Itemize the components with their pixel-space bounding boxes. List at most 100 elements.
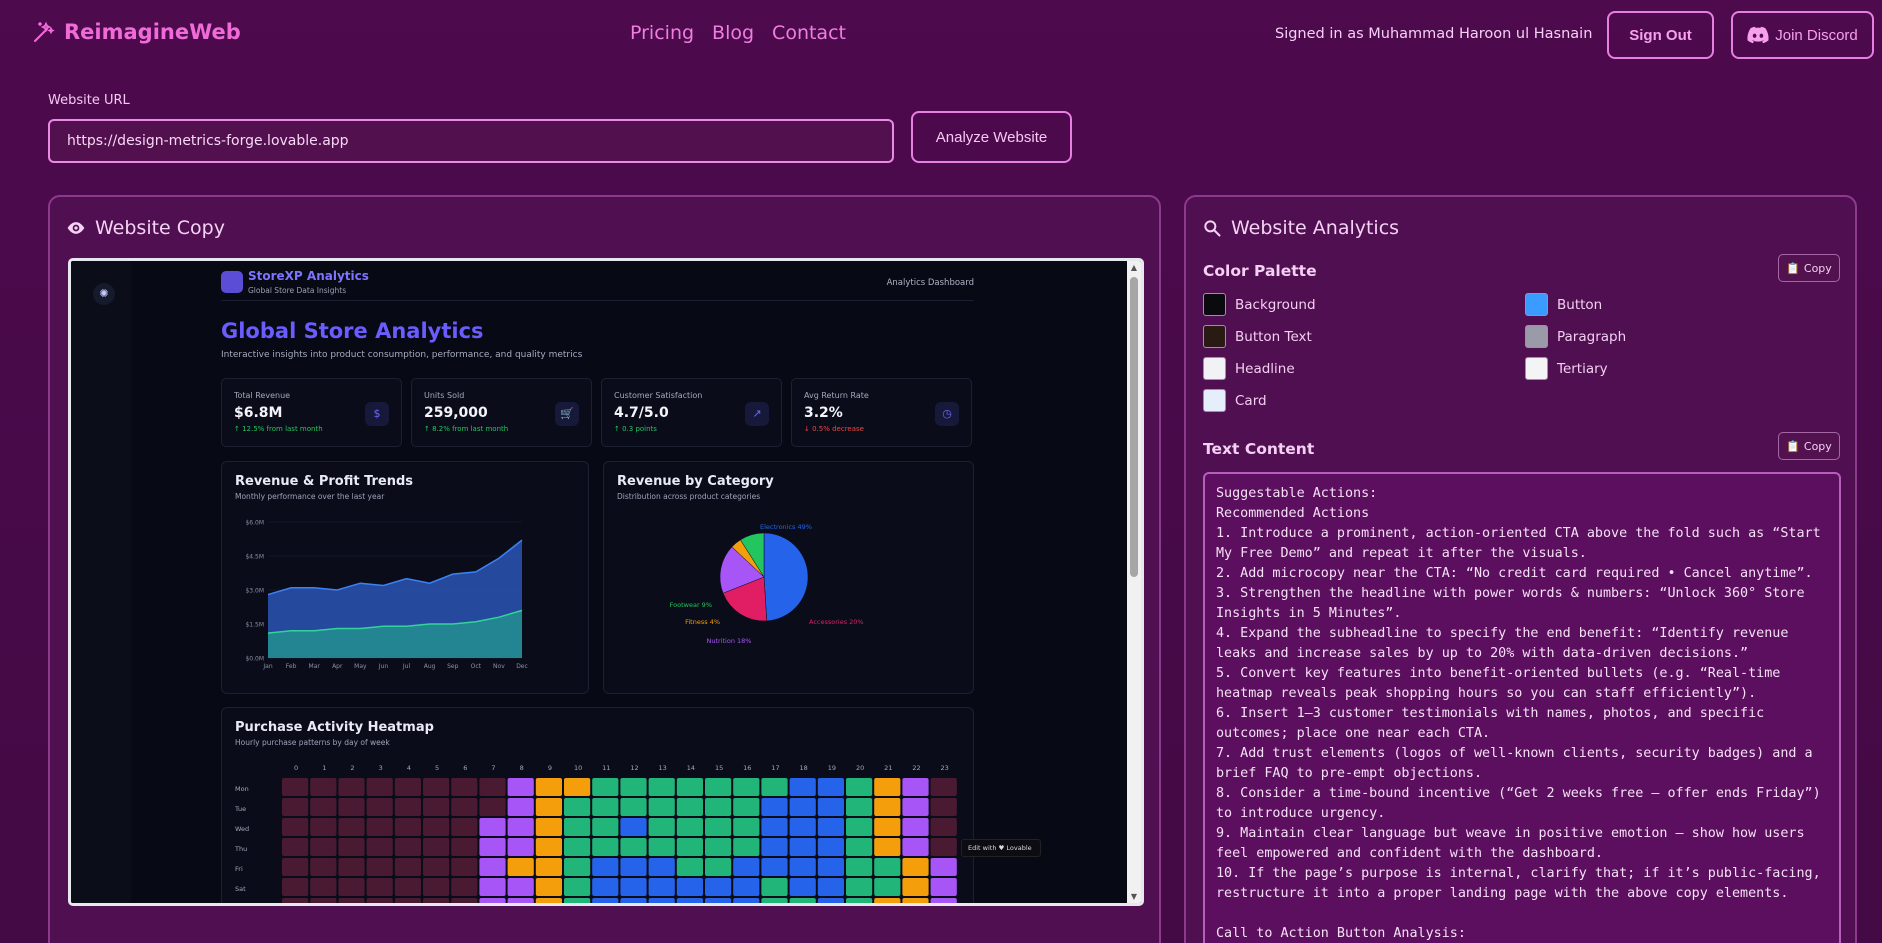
kpi-label: Units Sold xyxy=(424,391,465,400)
heatmap-cell xyxy=(507,818,534,836)
copy-text-button[interactable]: 📋 Copy xyxy=(1778,432,1840,460)
signed-in-text: Signed in as Muhammad Haroon ul Hasnain xyxy=(1275,26,1593,42)
heatmap-cell xyxy=(620,858,647,876)
heatmap-cell xyxy=(648,898,675,903)
palette-item-button[interactable]: Button xyxy=(1525,293,1602,316)
copy-palette-button[interactable]: 📋 Copy xyxy=(1778,254,1840,282)
day-label: Sun xyxy=(235,905,247,906)
heatmap-cell xyxy=(761,858,788,876)
heatmap-cell xyxy=(338,878,365,896)
nav-blog[interactable]: Blog xyxy=(712,22,755,44)
palette-label: Paragraph xyxy=(1557,328,1627,345)
heatmap-cell xyxy=(564,818,591,836)
heatmap-cell xyxy=(338,838,365,856)
pie-label: Footwear 9% xyxy=(670,601,712,609)
website-copy-label: Website Copy xyxy=(95,217,225,239)
kpi-value: 259,000 xyxy=(424,405,488,421)
day-label: Fri xyxy=(235,865,243,873)
heatmap-cell xyxy=(507,898,534,903)
palette-item-tertiary[interactable]: Tertiary xyxy=(1525,357,1608,380)
preview-scrollbar[interactable]: ▲ ▼ xyxy=(1127,261,1141,903)
palette-label: Button Text xyxy=(1235,328,1312,345)
heatmap-cell xyxy=(902,878,929,896)
analyze-website-button[interactable]: Analyze Website xyxy=(911,111,1072,163)
hour-label: 5 xyxy=(435,764,439,772)
palette-item-background[interactable]: Background xyxy=(1203,293,1316,316)
heatmap-cell xyxy=(789,898,816,903)
trend-chart-title: Revenue & Profit Trends xyxy=(235,474,414,489)
heatmap-cell xyxy=(394,778,421,796)
palette-label: Background xyxy=(1235,296,1316,313)
scroll-up-icon[interactable]: ▲ xyxy=(1130,263,1138,272)
sign-out-button[interactable]: Sign Out xyxy=(1607,11,1714,59)
heatmap-cell xyxy=(366,898,393,903)
heatmap-cell xyxy=(789,838,816,856)
category-pie-chart: Electronics 49% Accessories 20% Nutrition … xyxy=(670,523,864,645)
heatmap-cell xyxy=(733,878,760,896)
dollar-icon: $ xyxy=(365,402,389,426)
day-label: Thu xyxy=(234,845,247,853)
heatmap-cell xyxy=(592,878,619,896)
heatmap-cell xyxy=(592,778,619,796)
color-swatch xyxy=(1203,293,1226,316)
heatmap-cell xyxy=(451,818,478,836)
heatmap-card: Purchase Activity Heatmap Hourly purchas… xyxy=(221,707,974,906)
heatmap-cell xyxy=(338,798,365,816)
hour-label: 19 xyxy=(828,764,836,772)
x-tick-label: Aug xyxy=(424,663,436,670)
heatmap-cell xyxy=(451,858,478,876)
brain-icon[interactable]: ✺ xyxy=(93,283,115,305)
main-nav: Pricing Blog Contact xyxy=(630,22,846,44)
purchase-heatmap: 0 1 2 3 4 5 6 7 8 9 10 11 12 13 14 15 16 17 18 19 20 21 22 23Mo… xyxy=(234,764,957,906)
kpi-change: ↑ 12.5% from last month xyxy=(234,425,323,433)
heatmap-cell xyxy=(676,818,703,836)
heatmap-cell xyxy=(676,858,703,876)
join-discord-button[interactable]: Join Discord xyxy=(1731,11,1874,59)
analyze-label: Analyze Website xyxy=(935,128,1048,146)
kpi-value: $6.8M xyxy=(234,405,283,421)
edit-with-lovable-badge[interactable]: Edit with ♥ Lovable xyxy=(961,839,1041,857)
text-content-box[interactable]: Suggestable Actions: Recommended Actions… xyxy=(1203,472,1841,943)
palette-item-headline[interactable]: Headline xyxy=(1203,357,1295,380)
heatmap-cell xyxy=(874,838,901,856)
heatmap-cell xyxy=(761,898,788,903)
clipboard-icon: 📋 xyxy=(1786,261,1800,275)
heatmap-cell xyxy=(620,898,647,903)
palette-item-paragraph[interactable]: Paragraph xyxy=(1525,325,1626,348)
website-preview[interactable]: ✺ StoreXP Analytics Global Store Data In… xyxy=(68,258,1144,906)
pie-slice xyxy=(722,576,768,622)
pie-label: Nutrition 18% xyxy=(707,637,752,645)
heatmap-cell xyxy=(366,838,393,856)
nav-pricing[interactable]: Pricing xyxy=(630,22,695,44)
heatmap-cell xyxy=(676,898,703,903)
brand-logo[interactable]: ReimagineWeb xyxy=(32,20,241,44)
heatmap-cell xyxy=(846,778,873,796)
heatmap-cell xyxy=(902,798,929,816)
revenue-area-chart: $0.0M $1.5M $3.0M $4.5M $6.0M Jan Feb Mar Apr May… xyxy=(245,520,527,671)
heatmap-cell xyxy=(902,898,929,903)
heatmap-cell xyxy=(846,878,873,896)
heatmap-cell xyxy=(394,898,421,903)
cart-icon: 🛒 xyxy=(555,402,579,426)
search-icon xyxy=(1204,220,1221,237)
hour-label: 22 xyxy=(912,764,920,772)
scroll-down-icon[interactable]: ▼ xyxy=(1130,892,1138,901)
heatmap-cell xyxy=(817,798,844,816)
pie-slice xyxy=(719,546,765,594)
kpi-change: ↑ 8.2% from last month xyxy=(424,425,509,433)
hour-label: 15 xyxy=(715,764,723,772)
website-url-input[interactable] xyxy=(48,119,894,163)
heatmap-cell xyxy=(310,798,337,816)
hour-label: 23 xyxy=(941,764,949,772)
palette-item-card[interactable]: Card xyxy=(1203,389,1267,412)
kpi-label: Avg Return Rate xyxy=(804,391,869,400)
scrollbar-thumb[interactable] xyxy=(1130,277,1138,577)
heatmap-cell xyxy=(592,798,619,816)
palette-item-button-text[interactable]: Button Text xyxy=(1203,325,1312,348)
heatmap-cell xyxy=(479,818,506,836)
hour-label: 3 xyxy=(379,764,383,772)
kpi-card: Units Sold 259,000 ↑ 8.2% from last mont… xyxy=(411,378,592,447)
heatmap-cell xyxy=(338,818,365,836)
nav-contact[interactable]: Contact xyxy=(772,22,846,44)
hour-label: 10 xyxy=(574,764,582,772)
